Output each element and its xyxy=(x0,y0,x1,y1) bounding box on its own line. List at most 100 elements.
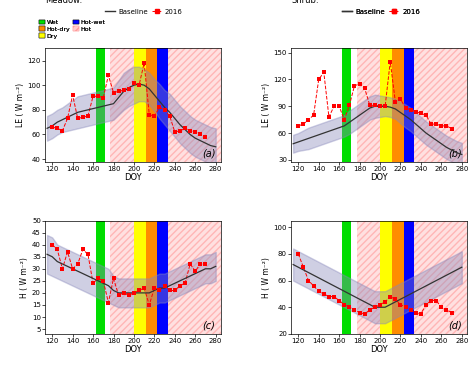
Point xyxy=(340,116,348,122)
Point xyxy=(386,293,394,299)
Point xyxy=(376,302,384,308)
X-axis label: DOY: DOY xyxy=(124,173,142,182)
Point xyxy=(443,307,450,313)
Point xyxy=(448,126,456,132)
Bar xyxy=(356,220,380,334)
Point xyxy=(166,288,173,293)
Point xyxy=(146,302,153,308)
Point xyxy=(366,102,374,108)
Y-axis label: LE ( W m⁻²): LE ( W m⁻²) xyxy=(16,83,25,127)
Point xyxy=(325,114,333,120)
Point xyxy=(417,311,425,317)
Bar xyxy=(157,220,168,334)
Point xyxy=(371,304,379,310)
Point xyxy=(407,107,414,113)
Point xyxy=(79,114,87,120)
Point xyxy=(130,290,138,296)
Point xyxy=(325,293,333,299)
Point xyxy=(438,304,445,310)
X-axis label: DOY: DOY xyxy=(370,345,388,354)
Point xyxy=(69,92,76,98)
Point xyxy=(346,102,353,108)
Point xyxy=(330,293,338,299)
Legend: Baseline, 2016: Baseline, 2016 xyxy=(342,9,420,14)
Point xyxy=(305,278,312,283)
Legend: Wet, Hot-dry, Dry, Hot-wet, Hot: Wet, Hot-dry, Dry, Hot-wet, Hot xyxy=(39,20,106,39)
Point xyxy=(181,280,189,286)
Point xyxy=(386,59,394,65)
Point xyxy=(428,298,435,303)
Point xyxy=(315,288,322,294)
Point xyxy=(94,93,102,99)
Bar xyxy=(392,48,403,162)
Point xyxy=(109,275,117,281)
Point xyxy=(422,302,430,308)
Point xyxy=(130,80,138,86)
Point xyxy=(335,298,343,303)
Point xyxy=(115,292,122,298)
Point xyxy=(294,123,302,129)
Bar xyxy=(96,48,105,162)
Point xyxy=(382,299,389,305)
Point xyxy=(105,72,112,78)
Point xyxy=(407,307,414,313)
Point xyxy=(69,266,76,272)
Bar xyxy=(134,48,146,162)
Point xyxy=(140,60,148,66)
Bar xyxy=(414,48,467,162)
Point xyxy=(412,109,419,115)
Point xyxy=(432,298,440,303)
Point xyxy=(320,69,328,75)
Point xyxy=(315,76,322,82)
Point xyxy=(151,113,158,119)
Point xyxy=(54,246,61,252)
Point xyxy=(191,129,199,135)
Point xyxy=(366,307,374,313)
Point xyxy=(361,85,368,91)
Bar xyxy=(342,220,351,334)
Point xyxy=(135,82,143,88)
Point xyxy=(186,261,194,267)
Point xyxy=(422,112,430,118)
Point xyxy=(397,302,404,308)
Point xyxy=(371,102,379,108)
Bar xyxy=(380,220,392,334)
Point xyxy=(294,251,302,257)
Point xyxy=(376,103,384,109)
Text: (b): (b) xyxy=(448,148,462,158)
Point xyxy=(186,128,194,134)
Point xyxy=(402,304,410,310)
Point xyxy=(191,268,199,274)
Point xyxy=(310,283,318,289)
Bar xyxy=(414,220,467,334)
Point xyxy=(155,104,163,110)
Bar xyxy=(403,220,414,334)
Point xyxy=(356,309,364,315)
Point xyxy=(300,121,307,127)
Point xyxy=(155,288,163,293)
Point xyxy=(392,99,399,105)
Point xyxy=(59,266,66,272)
Point xyxy=(64,249,71,255)
Point xyxy=(74,261,82,267)
Point xyxy=(120,87,128,93)
Point xyxy=(48,242,56,247)
Point xyxy=(166,113,173,119)
Bar xyxy=(110,220,134,334)
Point xyxy=(392,296,399,302)
Point xyxy=(305,116,312,122)
Point xyxy=(428,121,435,127)
Bar xyxy=(146,220,157,334)
Point xyxy=(197,261,204,267)
Point xyxy=(197,131,204,137)
Point xyxy=(330,103,338,109)
Point xyxy=(412,309,419,315)
Point xyxy=(59,128,66,134)
Point xyxy=(201,261,209,267)
Point xyxy=(361,311,368,317)
Bar xyxy=(168,48,221,162)
Point xyxy=(161,107,168,113)
Point xyxy=(125,292,133,298)
Point xyxy=(300,264,307,270)
X-axis label: DOY: DOY xyxy=(370,173,388,182)
